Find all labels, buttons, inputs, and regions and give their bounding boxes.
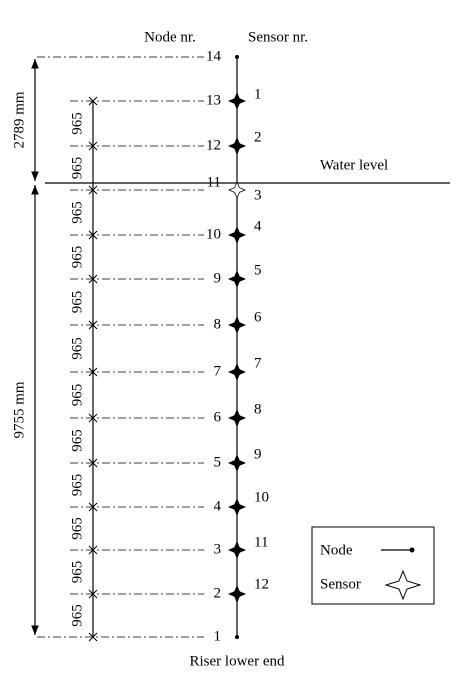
lower-dimension-label: 9755 mm — [11, 381, 27, 438]
spacing-tick — [88, 96, 98, 106]
node-dot — [235, 635, 239, 639]
legend-sensor-label: Sensor — [320, 576, 361, 592]
sensor-label: 6 — [254, 309, 262, 325]
footer-label: Riser lower end — [190, 653, 285, 669]
node-label: 11 — [207, 174, 221, 190]
node-label: 4 — [214, 498, 222, 514]
node-label: 1 — [214, 628, 222, 644]
spacing-label: 965 — [69, 246, 85, 269]
sensor-label: 3 — [254, 187, 262, 203]
node-label: 13 — [206, 92, 221, 108]
spacing-tick — [88, 413, 98, 423]
spacing-label: 965 — [69, 201, 85, 224]
spacing-label: 965 — [69, 474, 85, 497]
sensor-marker — [227, 453, 247, 473]
sensor-label: 7 — [254, 355, 262, 371]
legend-node-dot — [409, 547, 415, 553]
spacing-label: 965 — [69, 429, 85, 452]
sensor-marker — [227, 408, 247, 428]
spacing-label: 965 — [69, 384, 85, 407]
sensor-marker — [227, 136, 247, 156]
sensor-label: 10 — [254, 489, 269, 505]
spacing-tick — [88, 320, 98, 330]
node-label: 5 — [214, 454, 222, 470]
sensor-marker — [227, 225, 247, 245]
spacing-label: 965 — [69, 291, 85, 314]
spacing-tick — [88, 230, 98, 240]
legend-sensor-star — [384, 569, 422, 601]
sensor-marker — [227, 540, 247, 560]
node-label: 12 — [206, 137, 221, 153]
spacing-label: 965 — [69, 561, 85, 584]
node-label: 6 — [214, 409, 222, 425]
node-label: 8 — [214, 316, 222, 332]
sensor-label: 9 — [254, 446, 262, 462]
sensor-label: 2 — [254, 129, 262, 145]
legend-box — [311, 526, 435, 605]
sensor-heading: Sensor nr. — [248, 29, 308, 45]
node-label: 3 — [214, 541, 222, 557]
spacing-label: 965 — [69, 112, 85, 135]
spacing-tick — [88, 545, 98, 555]
water-level-label: Water level — [320, 157, 388, 173]
sensor-marker — [227, 91, 247, 111]
sensor-label: 8 — [254, 401, 262, 417]
spacing-label: 965 — [69, 337, 85, 360]
sensor-marker — [227, 497, 247, 517]
spacing-label: 965 — [69, 157, 85, 180]
node-label: 10 — [206, 226, 221, 242]
sensor-marker — [227, 315, 247, 335]
spacing-tick — [88, 632, 98, 642]
node-label: 9 — [214, 270, 222, 286]
spacing-tick — [88, 458, 98, 468]
node-label: 2 — [214, 585, 222, 601]
spacing-tick — [88, 502, 98, 512]
sensor-marker — [227, 269, 247, 289]
spacing-tick — [88, 141, 98, 151]
spacing-tick — [88, 367, 98, 377]
sensor-label: 4 — [254, 218, 262, 234]
legend-node-label: Node — [320, 542, 353, 558]
spacing-label: 965 — [69, 604, 85, 627]
node-heading: Node nr. — [144, 29, 196, 45]
sensor-label: 5 — [254, 262, 262, 278]
node-label: 7 — [214, 363, 222, 379]
spacing-label: 965 — [69, 517, 85, 540]
sensor-marker — [227, 362, 247, 382]
node-dot — [235, 55, 239, 59]
sensor-label: 12 — [254, 576, 269, 592]
sensor-label: 11 — [254, 534, 268, 550]
spacing-tick — [88, 185, 98, 195]
sensor-label: 1 — [254, 86, 262, 102]
upper-dimension-label: 2789 mm — [11, 91, 27, 148]
sensor-marker — [227, 584, 247, 604]
sensor-marker — [227, 180, 247, 200]
spacing-tick — [88, 274, 98, 284]
node-label: 14 — [206, 48, 222, 64]
spacing-tick — [88, 589, 98, 599]
